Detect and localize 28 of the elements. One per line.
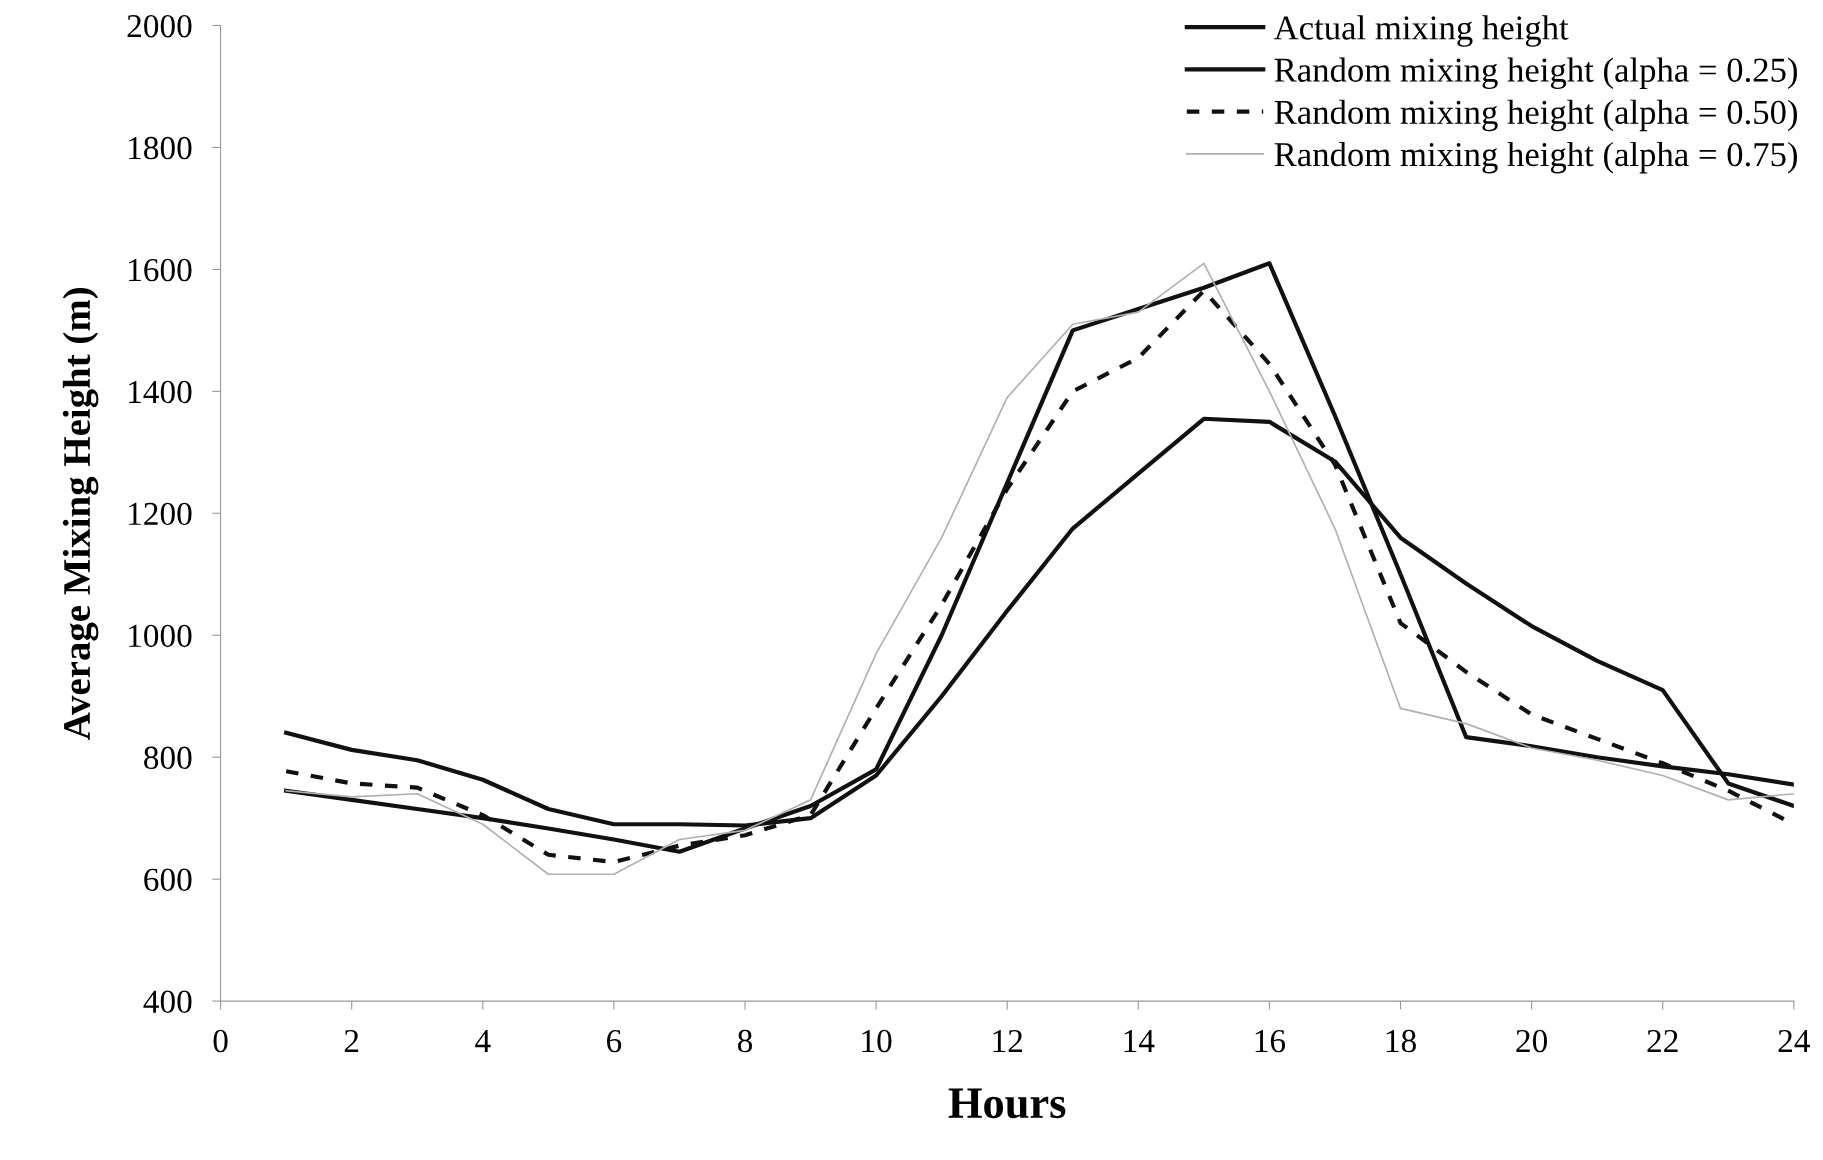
y-tick-label: 1600 — [129, 258, 192, 282]
x-tick-label: 4 — [475, 1030, 491, 1052]
x-tick-label: 12 — [993, 1029, 1023, 1052]
y-tick-label: 600 — [144, 868, 192, 892]
y-tick-label: 400 — [143, 990, 192, 1013]
y-axis-title: Average Mixing Height (m) — [62, 288, 99, 740]
y-tick-label: 1800 — [129, 136, 192, 160]
x-tick-label: 18 — [1386, 1029, 1416, 1053]
x-tick-label: 16 — [1255, 1029, 1286, 1053]
x-tick-label: 14 — [1124, 1029, 1155, 1052]
y-tick-label: 800 — [144, 746, 192, 770]
legend-label: Random mixing height (alpha = 0.25) — [1274, 57, 1797, 90]
y-tick-label: 2000 — [127, 14, 192, 38]
x-tick-label: 0 — [213, 1029, 228, 1053]
x-axis-title: Hours — [948, 1088, 1066, 1119]
legend-label: Random mixing height (alpha = 0.50) — [1274, 99, 1797, 132]
x-tick-label: 20 — [1516, 1029, 1548, 1053]
legend-label: Random mixing height (alpha = 0.75) — [1274, 141, 1797, 174]
x-tick-label: 22 — [1647, 1029, 1678, 1052]
x-tick-label: 10 — [862, 1029, 892, 1053]
x-tick-label: 24 — [1778, 1029, 1810, 1052]
x-tick-label: 8 — [737, 1029, 753, 1053]
y-tick-label: 1200 — [129, 502, 192, 526]
x-tick-label: 2 — [344, 1029, 359, 1052]
y-tick-label: 1000 — [129, 624, 192, 648]
x-tick-label: 6 — [606, 1029, 622, 1053]
y-tick-label: 1400 — [129, 380, 192, 404]
legend-label: Actual mixing height — [1273, 15, 1569, 47]
